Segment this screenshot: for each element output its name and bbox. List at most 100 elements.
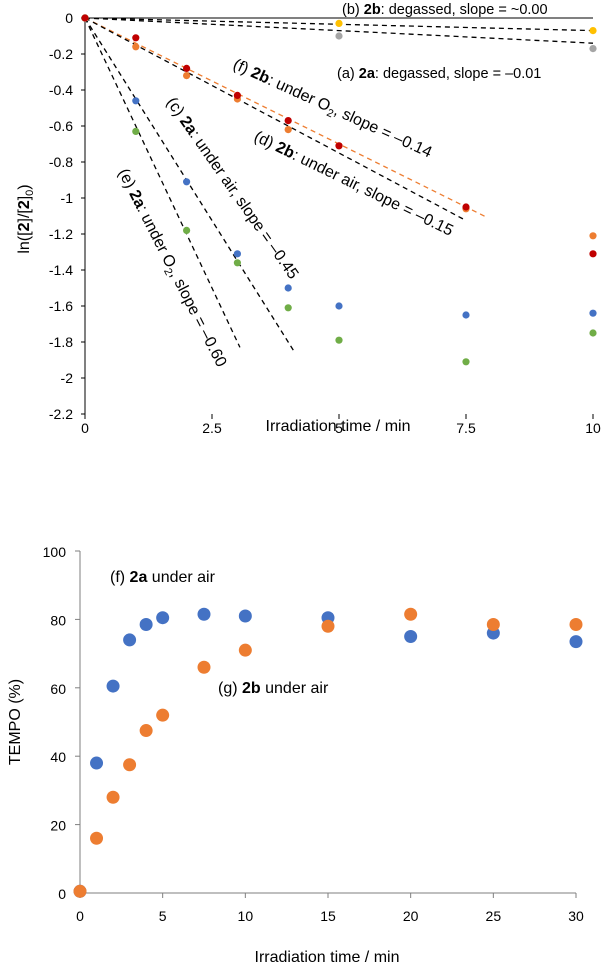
point-d	[284, 126, 292, 134]
point-f	[335, 142, 343, 150]
point-e	[462, 358, 470, 366]
top-y-tick-label: -1.2	[49, 226, 73, 242]
top-y-tick-label: -0.2	[49, 46, 73, 62]
bottom-y-tick-label: 100	[43, 544, 67, 560]
point-a	[335, 32, 343, 40]
bottom-x-tick-label: 10	[238, 908, 254, 924]
bottom-x-tick-label: 0	[76, 908, 84, 924]
bottom-x-tick-label: 5	[159, 908, 167, 924]
annotation-b: (b) 2b: degassed, slope = ~0.00	[342, 2, 548, 18]
point-2a	[197, 607, 211, 621]
point-2a	[139, 618, 153, 632]
point-2b	[156, 708, 170, 722]
point-e	[132, 127, 140, 135]
point-e	[183, 226, 191, 234]
point-2b	[404, 607, 418, 621]
top-y-tick-label: -0.6	[49, 118, 73, 134]
top-x-tick-label: 0	[81, 420, 89, 436]
point-2a	[238, 609, 252, 623]
annotation-e: (e) 2a: under O2, slope = –0.60	[112, 166, 230, 371]
top-chart-axes	[84, 17, 593, 414]
fit-line-e	[84, 17, 241, 348]
top-y-tick-label: 0	[65, 10, 73, 26]
point-d	[589, 232, 597, 240]
annotation-2a-under-air: (f) 2a under air	[110, 569, 216, 586]
top-y-tick-label: -0.8	[49, 154, 73, 170]
point-2b	[569, 618, 583, 632]
top-chart-ticks: 0 -0.2 -0.4 -0.6 -0.8 -1 -1.2 -1.4 -1.6 -1.8 -2 -2.…	[49, 10, 601, 436]
top-chart-y-axis-title: ln([2]/[2]0)	[16, 184, 36, 253]
top-y-tick-label: -1.8	[49, 334, 73, 350]
top-x-tick-label: 5	[335, 420, 343, 436]
point-2a	[156, 611, 170, 625]
annotation-c: (c) 2a: under air, slope = –0.45	[163, 95, 302, 283]
point-2b	[106, 790, 120, 804]
top-y-tick-label: -1.4	[49, 262, 73, 278]
top-x-tick-label: 10	[585, 420, 601, 436]
bottom-x-tick-label: 25	[486, 908, 502, 924]
point-d	[132, 43, 140, 51]
bottom-chart: 0 20 40 60 80 100 0 5 10 15 20 25 30 Irradiation tim…	[7, 544, 584, 966]
point-d	[183, 72, 191, 80]
point-e	[335, 336, 343, 344]
point-c	[183, 178, 191, 186]
point-c	[462, 311, 470, 319]
top-chart: 0 -0.2 -0.4 -0.6 -0.8 -1 -1.2 -1.4 -1.6 -1.8 -2 -2.…	[16, 2, 601, 436]
bottom-chart-ticks: 0 20 40 60 80 100 0 5 10 15 20 25 30	[43, 544, 584, 924]
top-chart-points	[81, 14, 597, 366]
bottom-y-tick-label: 20	[50, 818, 66, 834]
fit-line-c	[84, 17, 294, 351]
point-f	[233, 91, 241, 99]
point-f	[284, 117, 292, 125]
point-f	[81, 14, 89, 22]
top-chart-fit-lines	[84, 17, 594, 351]
bottom-y-tick-label: 0	[58, 886, 66, 902]
point-f	[462, 203, 470, 211]
point-2b	[321, 619, 335, 633]
point-2b	[73, 884, 87, 898]
point-2a	[90, 756, 104, 770]
top-x-tick-label: 7.5	[456, 420, 476, 436]
point-2a	[106, 679, 120, 693]
point-2b	[486, 618, 500, 632]
point-a	[589, 45, 597, 53]
point-e	[589, 329, 597, 337]
point-2a	[123, 633, 137, 647]
point-c	[132, 97, 140, 105]
point-2b	[238, 643, 252, 657]
point-c	[284, 284, 292, 292]
point-f	[132, 34, 140, 42]
top-y-tick-label: -2	[61, 370, 74, 386]
point-2b	[123, 758, 137, 772]
bottom-chart-points	[73, 607, 583, 898]
point-b	[335, 19, 343, 27]
point-2b	[139, 724, 153, 738]
top-chart-x-axis-title: Irradiation time / min	[266, 418, 411, 435]
bottom-y-tick-label: 40	[50, 749, 66, 765]
top-y-tick-label: -2.2	[49, 406, 73, 422]
bottom-y-tick-label: 80	[50, 612, 66, 628]
point-c	[589, 309, 597, 317]
point-e	[284, 304, 292, 312]
bottom-x-tick-label: 15	[320, 908, 336, 924]
point-b	[589, 27, 597, 35]
annotation-a: (a) 2a: degassed, slope = –0.01	[337, 66, 541, 82]
top-y-tick-label: -1.6	[49, 298, 73, 314]
bottom-chart-y-axis-title: TEMPO (%)	[7, 679, 24, 765]
point-2a	[404, 630, 418, 643]
top-x-tick-label: 2.5	[202, 420, 222, 436]
fit-line-f	[84, 17, 487, 218]
bottom-x-tick-label: 30	[568, 908, 584, 924]
point-c	[335, 302, 343, 310]
bottom-chart-x-axis-title: Irradiation time / min	[255, 949, 400, 966]
point-f	[589, 250, 597, 258]
point-e	[233, 259, 241, 267]
bottom-y-tick-label: 60	[50, 681, 66, 697]
point-2b	[197, 660, 211, 674]
point-2b	[90, 831, 104, 845]
bottom-chart-axes	[79, 551, 576, 894]
fit-line-a	[84, 17, 594, 44]
point-2a	[569, 635, 583, 649]
top-y-tick-label: -0.4	[49, 82, 73, 98]
